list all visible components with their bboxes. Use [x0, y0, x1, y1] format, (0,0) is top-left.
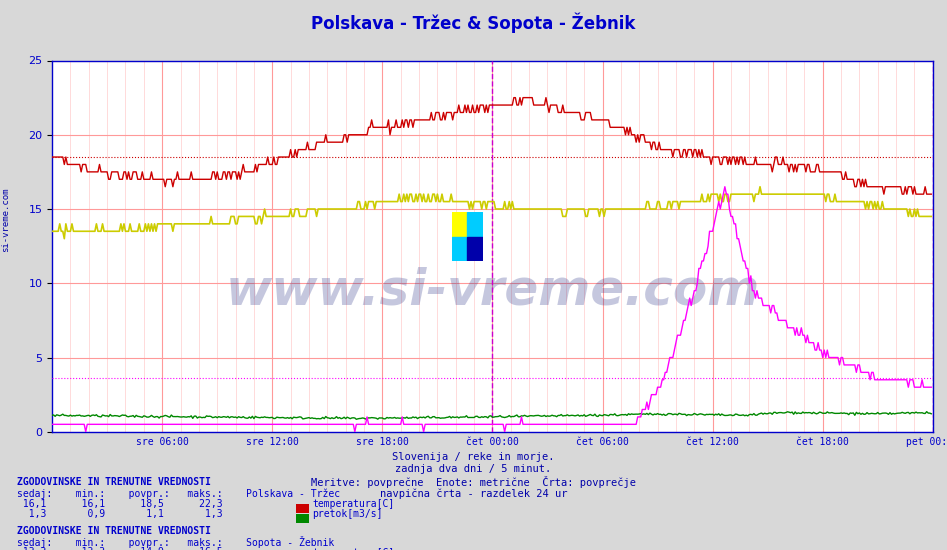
Text: si-vreme.com: si-vreme.com	[1, 188, 10, 252]
Text: 13,3      13,3      14,9      16,5: 13,3 13,3 14,9 16,5	[17, 547, 223, 550]
Text: sedaj:    min.:    povpr.:   maks.:    Sopota - Žebnik: sedaj: min.: povpr.: maks.: Sopota - Žeb…	[17, 536, 334, 548]
Text: 16,1      16,1      18,5      22,3: 16,1 16,1 18,5 22,3	[17, 499, 223, 509]
Text: pet 00:00: pet 00:00	[906, 437, 947, 447]
Text: Slovenija / reke in morje.: Slovenija / reke in morje.	[392, 452, 555, 462]
Bar	[452, 236, 468, 261]
Text: čet 18:00: čet 18:00	[796, 437, 849, 447]
Text: navpična črta - razdelek 24 ur: navpična črta - razdelek 24 ur	[380, 488, 567, 499]
Bar	[468, 236, 483, 261]
Text: Meritve: povprečne  Enote: metrične  Črta: povprečje: Meritve: povprečne Enote: metrične Črta:…	[311, 476, 636, 488]
Text: čet 06:00: čet 06:00	[576, 437, 629, 447]
Text: www.si-vreme.com: www.si-vreme.com	[225, 267, 759, 315]
Text: temperatura[C]: temperatura[C]	[313, 499, 395, 509]
Text: ZGODOVINSKE IN TRENUTNE VREDNOSTI: ZGODOVINSKE IN TRENUTNE VREDNOSTI	[17, 477, 211, 487]
Bar	[468, 212, 483, 236]
Text: čet 00:00: čet 00:00	[466, 437, 519, 447]
Text: Polskava - Tržec & Sopota - Žebnik: Polskava - Tržec & Sopota - Žebnik	[312, 12, 635, 32]
Text: temperatura[C]: temperatura[C]	[313, 547, 395, 550]
Text: sre 06:00: sre 06:00	[135, 437, 188, 447]
Text: sedaj:    min.:    povpr.:   maks.:    Polskava - Tržec: sedaj: min.: povpr.: maks.: Polskava - T…	[17, 489, 340, 499]
Text: ZGODOVINSKE IN TRENUTNE VREDNOSTI: ZGODOVINSKE IN TRENUTNE VREDNOSTI	[17, 525, 211, 536]
Text: čet 12:00: čet 12:00	[687, 437, 739, 447]
Bar	[452, 212, 468, 236]
Text: sre 12:00: sre 12:00	[246, 437, 298, 447]
Text: 1,3       0,9       1,1       1,3: 1,3 0,9 1,1 1,3	[17, 509, 223, 519]
Text: pretok[m3/s]: pretok[m3/s]	[313, 509, 383, 519]
Text: sre 18:00: sre 18:00	[356, 437, 409, 447]
Text: zadnja dva dni / 5 minut.: zadnja dva dni / 5 minut.	[396, 464, 551, 474]
